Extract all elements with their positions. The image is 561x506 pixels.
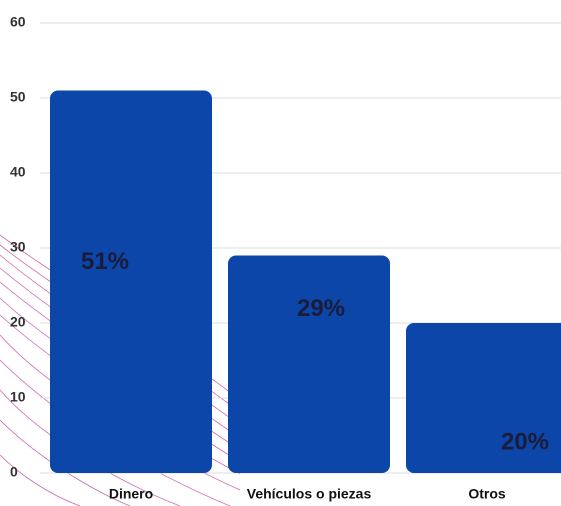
- value-label: 29%: [297, 295, 345, 322]
- x-tick-label: Dinero: [109, 486, 153, 502]
- y-tick-label: 10: [10, 389, 26, 405]
- y-tick-label: 60: [10, 14, 26, 30]
- bar: [50, 90, 212, 473]
- bar: [228, 255, 390, 473]
- y-tick-label: 20: [10, 314, 26, 330]
- y-tick-label: 30: [10, 239, 26, 255]
- x-tick-label: Otros: [468, 486, 506, 502]
- y-tick-label: 50: [10, 89, 26, 105]
- x-tick-label: Vehículos o piezas: [247, 486, 372, 502]
- bar: [406, 323, 561, 473]
- value-label: 20%: [501, 428, 549, 455]
- y-tick-label: 0: [10, 464, 18, 480]
- y-tick-label: 40: [10, 164, 26, 180]
- value-label: 51%: [81, 248, 129, 275]
